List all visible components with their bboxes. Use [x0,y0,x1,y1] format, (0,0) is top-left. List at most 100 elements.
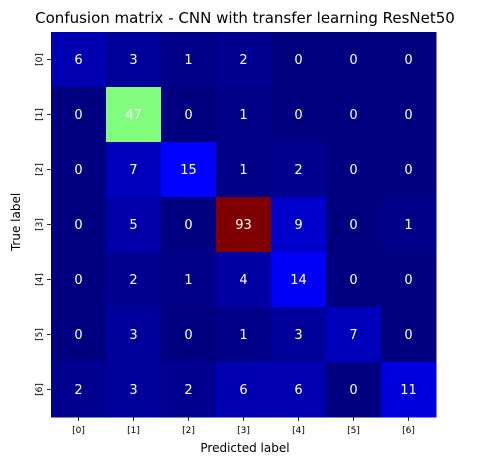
cell-value-label: 0 [404,273,412,288]
cell-value-label: 0 [404,328,412,343]
heatmap-cell [326,362,382,418]
heatmap-cell [271,362,327,418]
heatmap-cell [51,197,107,253]
x-tick-label: [6] [402,426,415,436]
cell-value-label: 0 [294,108,302,123]
cell-value-label: 1 [184,53,192,68]
heatmap-cell [216,307,272,363]
y-axis-label: True label [9,193,23,252]
heatmap-cell [51,252,107,308]
cell-value-label: 2 [184,383,192,398]
cell-value-label: 3 [129,328,137,343]
heatmap-cell [106,87,162,143]
y-tick-label: [0] [35,53,45,66]
heatmap-cell [161,252,217,308]
heatmap-cell [271,142,327,198]
cell-value-label: 1 [404,218,412,233]
chart-title: Confusion matrix - CNN with transfer lea… [35,9,455,27]
heatmap-cell [381,252,437,308]
heatmap-cell [161,362,217,418]
cell-value-label: 1 [239,108,247,123]
y-tick-label: [4] [35,273,45,286]
cell-value-label: 2 [74,383,82,398]
cell-value-label: 3 [129,383,137,398]
x-axis-ticks: [0] [1] [2] [3] [4] [5] [6] [72,417,415,436]
heatmap-cell [326,307,382,363]
cell-value-label: 1 [239,328,247,343]
cell-value-label: 7 [349,328,357,343]
heatmap-cell [161,142,217,198]
heatmap-cells: 6 3 1 2 0 0 00 47 0 1 0 0 00 7 15 1 2 0 00 5 0 93 9 0 10 2 1 4 14 0 00… [51,32,437,418]
heatmap-cell [51,32,107,88]
heatmap-cell [326,142,382,198]
x-tick-label: [4] [292,426,305,436]
x-tick-label: [0] [72,426,85,436]
x-tick-label: [3] [237,426,250,436]
cell-value-label: 14 [290,273,307,288]
cell-value-label: 3 [294,328,302,343]
cell-value-label: 2 [239,53,247,68]
cell-value-label: 6 [294,383,302,398]
heatmap-cell [106,142,162,198]
heatmap-cell [51,87,107,143]
cell-value-label: 0 [184,218,192,233]
cell-value-label: 0 [294,53,302,68]
cell-value-label: 1 [184,273,192,288]
cell-value-label: 4 [239,273,247,288]
heatmap-cell [271,32,327,88]
heatmap-cell [326,252,382,308]
x-tick-label: [1] [127,426,140,436]
cell-value-label: 1 [239,163,247,178]
y-tick-label: [5] [35,328,45,341]
heatmap-cell [381,362,437,418]
heatmap-cell [161,197,217,253]
heatmap-cell [216,142,272,198]
heatmap-cell [381,87,437,143]
heatmap-cell [271,307,327,363]
cell-value-label: 0 [349,108,357,123]
heatmap-cell [51,307,107,363]
heatmap-cell [326,32,382,88]
heatmap-cell [161,307,217,363]
cell-value-label: 5 [129,218,137,233]
cell-value-label: 0 [349,218,357,233]
cell-value-label: 0 [184,108,192,123]
heatmap-cell [106,197,162,253]
cell-value-label: 6 [74,53,82,68]
heatmap-cell [51,362,107,418]
x-axis-label: Predicted label [200,441,289,455]
heatmap-cell [216,252,272,308]
heatmap-cell [381,307,437,363]
heatmap-cell [271,252,327,308]
cell-value-label: 7 [129,163,137,178]
y-tick-label: [1] [35,108,45,121]
heatmap-cell [326,87,382,143]
x-tick-label: [2] [182,426,195,436]
heatmap-cell [381,142,437,198]
cell-value-label: 0 [404,53,412,68]
cell-value-label: 47 [125,108,142,123]
cell-value-label: 2 [294,163,302,178]
heatmap-cell [216,362,272,418]
heatmap-cell [326,197,382,253]
cell-value-label: 0 [404,108,412,123]
cell-value-label: 0 [349,53,357,68]
cell-value-label: 6 [239,383,247,398]
heatmap-cell [106,307,162,363]
cell-value-label: 93 [235,218,252,233]
heatmap-cell [106,252,162,308]
x-tick-label: [5] [347,426,360,436]
heatmap-cell [106,362,162,418]
y-tick-label: [6] [35,383,45,396]
cell-value-label: 0 [404,163,412,178]
heatmap-cell [216,197,272,253]
y-tick-label: [3] [35,218,45,231]
heatmap-cell [161,87,217,143]
heatmap-cell [381,32,437,88]
cell-value-label: 0 [349,383,357,398]
heatmap-cell [216,87,272,143]
cell-value-label: 0 [74,108,82,123]
cell-value-label: 3 [129,53,137,68]
heatmap-cell [106,32,162,88]
